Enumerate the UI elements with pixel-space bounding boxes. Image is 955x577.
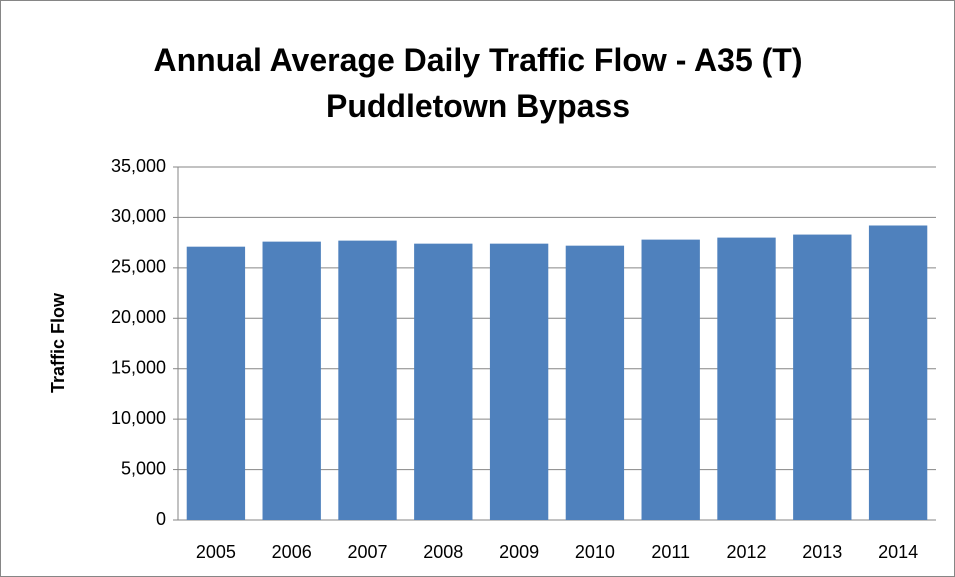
x-tick-label: 2005 <box>196 542 236 562</box>
bar <box>338 240 397 520</box>
y-tick-label: 30,000 <box>111 206 166 226</box>
y-tick-label: 25,000 <box>111 257 166 277</box>
y-tick-label: 0 <box>156 509 166 529</box>
bar <box>262 241 321 521</box>
chart-title: Annual Average Daily Traffic Flow - A35 … <box>153 42 803 124</box>
bar <box>641 239 700 521</box>
x-tick-label: 2008 <box>423 542 463 562</box>
y-tick-label: 5,000 <box>121 458 166 478</box>
y-tick-label: 35,000 <box>111 156 166 176</box>
bar <box>186 246 246 521</box>
x-tick-label: 2013 <box>802 542 842 562</box>
bar <box>868 225 928 521</box>
bar <box>414 243 473 520</box>
x-tick-label: 2010 <box>575 542 615 562</box>
x-tick-label: 2007 <box>347 542 387 562</box>
y-tick-label: 20,000 <box>111 307 166 327</box>
x-tick-label: 2011 <box>651 542 690 562</box>
x-tick-label: 2006 <box>272 542 312 562</box>
y-tick-label: 15,000 <box>111 357 166 377</box>
bar <box>565 245 625 520</box>
x-tick-label: 2012 <box>726 542 766 562</box>
y-axis-label: Traffic Flow <box>48 292 68 393</box>
bar <box>717 237 776 520</box>
x-tick-label: 2014 <box>878 542 918 562</box>
bar <box>489 243 549 520</box>
x-tick-label: 2009 <box>499 542 539 562</box>
bar <box>793 234 852 520</box>
y-tick-label: 10,000 <box>111 408 166 428</box>
